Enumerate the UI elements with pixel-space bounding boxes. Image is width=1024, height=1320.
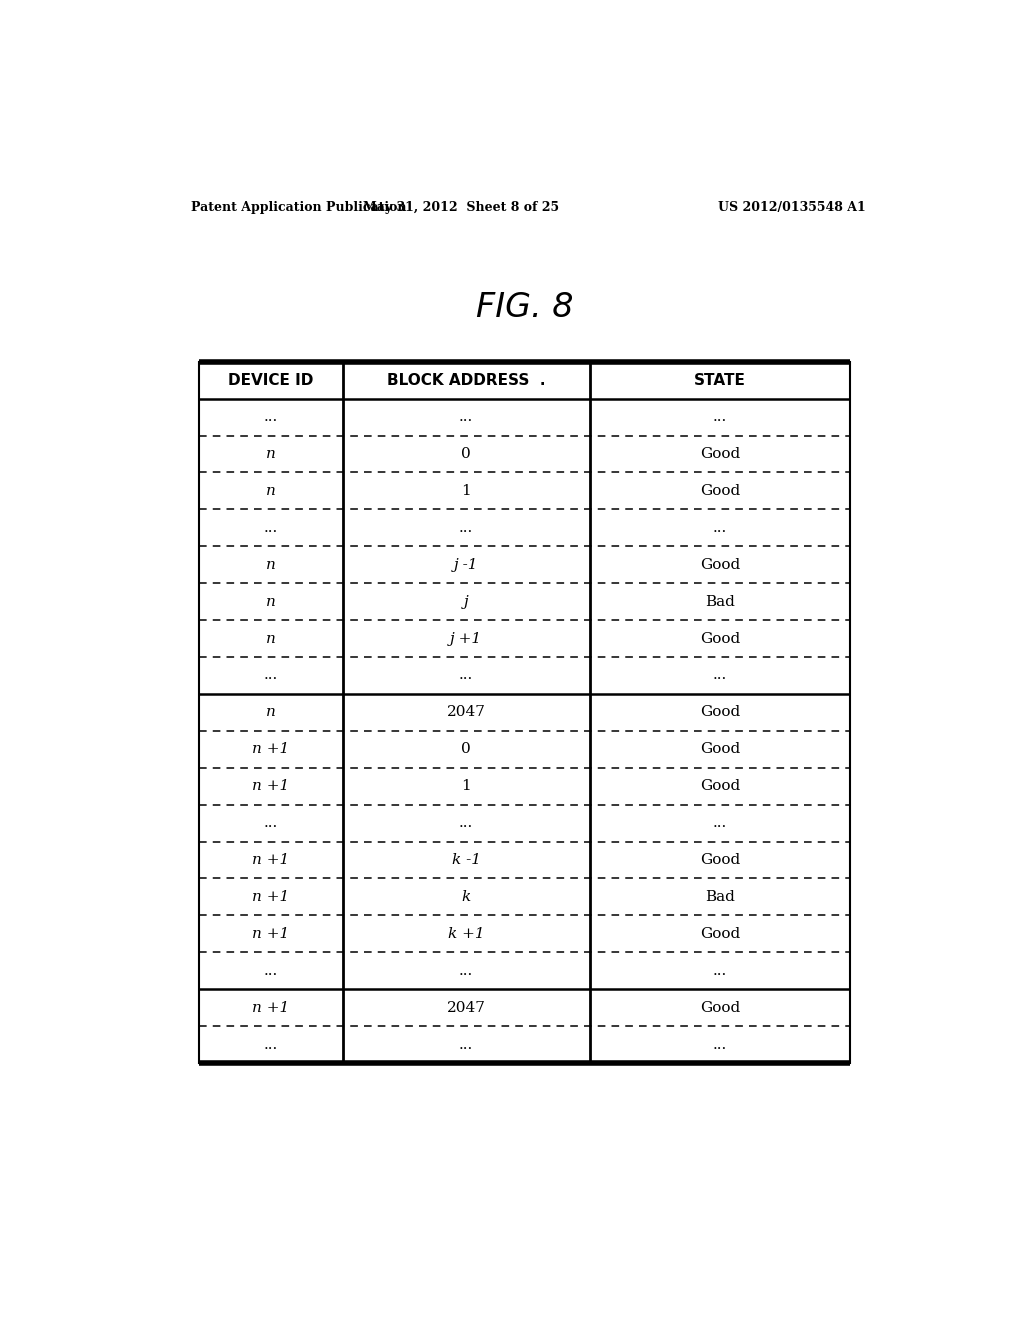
Text: Good: Good (699, 631, 740, 645)
Text: DEVICE ID: DEVICE ID (228, 372, 313, 388)
Text: j: j (464, 594, 469, 609)
Text: Patent Application Publication: Patent Application Publication (191, 201, 407, 214)
Text: Good: Good (699, 447, 740, 461)
Text: ...: ... (459, 411, 473, 424)
Text: k +1: k +1 (447, 927, 484, 941)
Text: ...: ... (713, 1038, 727, 1052)
Text: n: n (266, 705, 275, 719)
Text: May 31, 2012  Sheet 8 of 25: May 31, 2012 Sheet 8 of 25 (364, 201, 559, 214)
Text: Good: Good (699, 557, 740, 572)
Text: 1: 1 (462, 779, 471, 793)
Text: j -1: j -1 (454, 557, 478, 572)
Text: 1: 1 (462, 484, 471, 498)
Text: Good: Good (699, 927, 740, 941)
Text: ...: ... (264, 411, 279, 424)
Text: Good: Good (699, 779, 740, 793)
Text: ...: ... (264, 521, 279, 535)
Text: n: n (266, 484, 275, 498)
Text: ...: ... (459, 816, 473, 830)
Text: ...: ... (459, 964, 473, 978)
Text: ...: ... (713, 668, 727, 682)
Text: ...: ... (459, 1038, 473, 1052)
Text: STATE: STATE (694, 372, 745, 388)
Text: 2047: 2047 (446, 705, 485, 719)
Text: FIG. 8: FIG. 8 (476, 290, 573, 323)
Text: n +1: n +1 (252, 853, 290, 867)
Text: Bad: Bad (706, 594, 735, 609)
Text: n: n (266, 557, 275, 572)
Text: n +1: n +1 (252, 890, 290, 904)
Text: Good: Good (699, 1001, 740, 1015)
Text: ...: ... (264, 1038, 279, 1052)
Text: n: n (266, 631, 275, 645)
Text: n +1: n +1 (252, 1001, 290, 1015)
Text: 0: 0 (462, 742, 471, 756)
Text: ...: ... (713, 816, 727, 830)
Text: US 2012/0135548 A1: US 2012/0135548 A1 (718, 201, 866, 214)
Text: ...: ... (459, 521, 473, 535)
Text: Good: Good (699, 742, 740, 756)
Text: 2047: 2047 (446, 1001, 485, 1015)
Text: k: k (462, 890, 471, 904)
Text: j +1: j +1 (451, 631, 482, 645)
Text: n: n (266, 447, 275, 461)
Text: n +1: n +1 (252, 742, 290, 756)
Text: n: n (266, 594, 275, 609)
Text: Good: Good (699, 853, 740, 867)
Text: Good: Good (699, 484, 740, 498)
Text: ...: ... (264, 964, 279, 978)
Text: n +1: n +1 (252, 927, 290, 941)
Text: ...: ... (713, 411, 727, 424)
Text: ...: ... (713, 521, 727, 535)
Text: 0: 0 (462, 447, 471, 461)
Text: ...: ... (459, 668, 473, 682)
Text: Good: Good (699, 705, 740, 719)
Text: ...: ... (713, 964, 727, 978)
Text: k -1: k -1 (452, 853, 480, 867)
Text: Bad: Bad (706, 890, 735, 904)
Text: n +1: n +1 (252, 779, 290, 793)
Text: ...: ... (264, 668, 279, 682)
Text: BLOCK ADDRESS  .: BLOCK ADDRESS . (387, 372, 546, 388)
Text: ...: ... (264, 816, 279, 830)
